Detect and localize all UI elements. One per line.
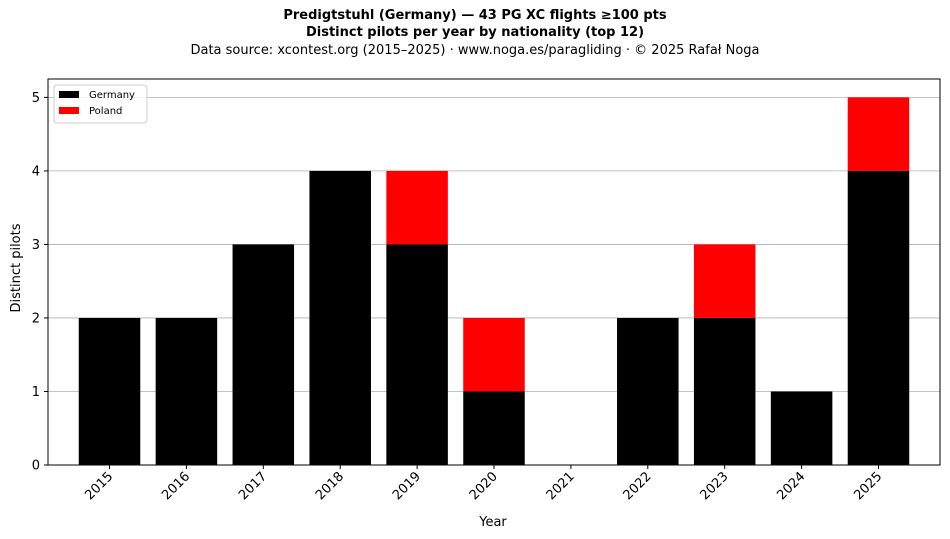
bar-germany-2023 (693, 317, 756, 465)
bar-germany-2016 (155, 317, 218, 465)
x-tick-label: 2024 (774, 469, 808, 503)
x-tick-label: 2015 (82, 469, 116, 503)
chart-title-line2: Distinct pilots per year by nationality … (305, 25, 645, 40)
legend-swatch-germany (59, 91, 79, 98)
x-tick-label: 2017 (236, 469, 270, 503)
chart-title-line1: Predigtstuhl (Germany) — 43 PG XC flight… (283, 8, 667, 23)
y-tick-label: 1 (32, 385, 40, 400)
x-tick-label: 2018 (313, 469, 347, 503)
bar-germany-2015 (78, 317, 141, 465)
bar-germany-2017 (232, 244, 295, 465)
bar-poland-2025 (847, 97, 910, 171)
bar-germany-2024 (770, 391, 833, 465)
bar-poland-2019 (386, 170, 448, 245)
bar-germany-2019 (386, 244, 448, 465)
bar-germany-2020 (463, 391, 525, 465)
x-tick-label: 2016 (159, 469, 193, 503)
x-axis: 2015 2016 2017 2018 2019 2020 2021 2022 2023 2024… (82, 465, 885, 503)
bar-germany-2018 (309, 170, 371, 465)
legend-label-germany: Germany (89, 90, 135, 101)
bar-poland-2020 (463, 317, 525, 392)
y-axis: 0 1 2 3 4 5 (32, 91, 48, 474)
bar-poland-2023 (693, 244, 756, 318)
y-tick-label: 3 (32, 238, 40, 253)
x-axis-label: Year (478, 515, 507, 530)
bars (78, 97, 910, 465)
legend-label-poland: Poland (89, 106, 122, 117)
x-tick-label: 2022 (621, 469, 655, 503)
legend: Germany Poland (53, 84, 148, 124)
y-tick-label: 5 (32, 91, 40, 106)
y-tick-label: 4 (32, 164, 40, 179)
x-tick-label: 2023 (698, 469, 732, 503)
y-axis-label: Distinct pilots (9, 223, 24, 312)
x-tick-label: 2020 (467, 469, 501, 503)
y-tick-label: 0 (32, 459, 40, 474)
chart-subtitle: Data source: xcontest.org (2015–2025) · … (190, 43, 760, 58)
x-tick-label: 2021 (544, 469, 578, 503)
bar-germany-2022 (617, 317, 679, 465)
y-tick-label: 2 (32, 311, 40, 326)
bar-germany-2025 (847, 170, 910, 465)
x-tick-label: 2019 (390, 469, 424, 503)
x-tick-label: 2025 (851, 469, 885, 503)
legend-swatch-poland (59, 107, 79, 114)
